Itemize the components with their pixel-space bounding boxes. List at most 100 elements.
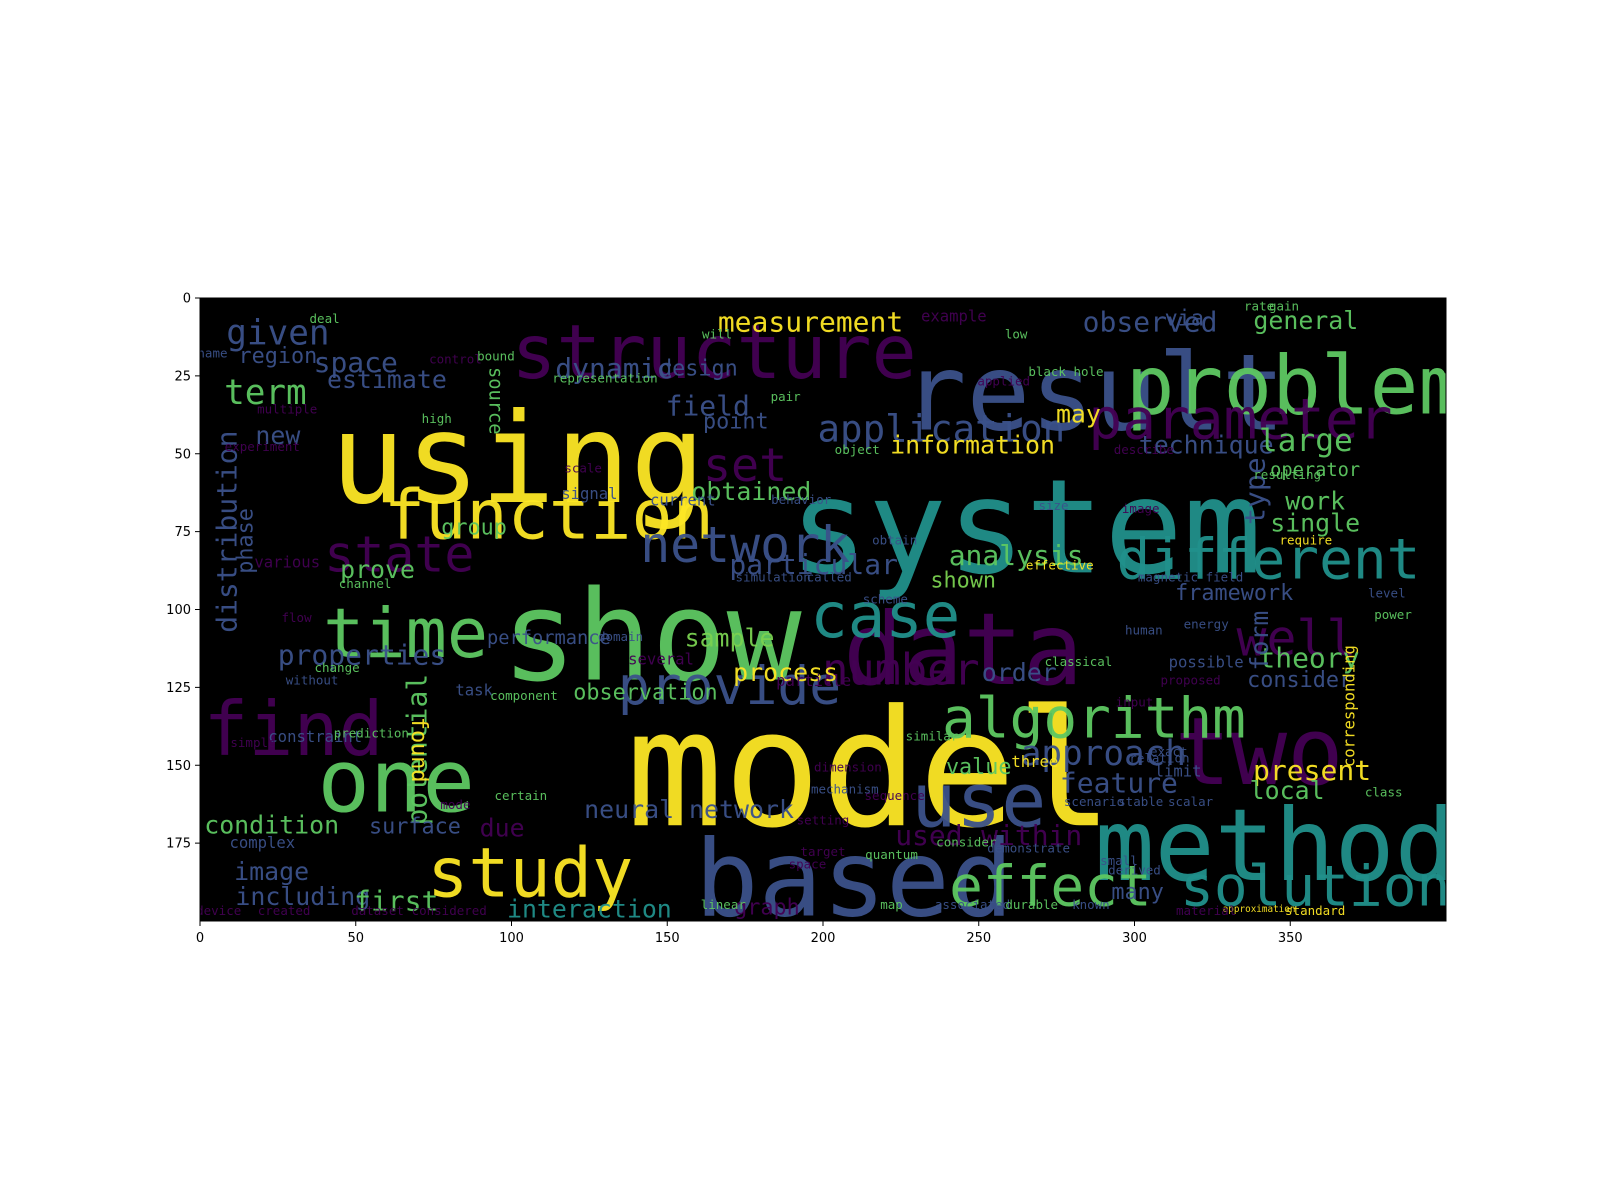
- y-tick-label: 175: [166, 837, 191, 852]
- word-sequence: sequence: [865, 788, 925, 803]
- word-region: region: [239, 344, 318, 369]
- word-scale: scale: [564, 461, 602, 476]
- word-consider: consider: [936, 834, 997, 849]
- word-sample: sample: [685, 624, 775, 653]
- word-use: use: [911, 758, 1046, 845]
- word-class: class: [1365, 785, 1403, 800]
- word-human: human: [1125, 623, 1163, 638]
- word-system: system: [789, 451, 1261, 603]
- word-surface: surface: [369, 814, 461, 839]
- word-one: one: [318, 730, 475, 832]
- word-may: may: [1056, 399, 1101, 428]
- word-channel: channel: [339, 576, 392, 591]
- word-via: via: [1165, 307, 1204, 332]
- word-signal: signal: [561, 485, 617, 503]
- word-structure: structure: [511, 309, 916, 396]
- word-well: well: [1237, 610, 1357, 668]
- word-design: design: [659, 357, 738, 382]
- word-obtain: obtain: [872, 532, 917, 547]
- word-representation: representation: [552, 370, 657, 385]
- word-object: object: [835, 442, 880, 457]
- word-simple: simple: [230, 735, 275, 750]
- word-pair: pair: [771, 389, 802, 404]
- word-applied: applied: [977, 373, 1030, 388]
- word-mode: mode: [440, 797, 470, 812]
- word-approach: approach: [1021, 734, 1186, 774]
- word-approximation: approximation: [1223, 904, 1296, 915]
- word-scalar: scalar: [1168, 794, 1214, 809]
- word-potential: potential: [400, 674, 433, 826]
- word-distribution: distribution: [210, 430, 243, 632]
- word-new: new: [255, 421, 300, 450]
- word-current: current: [650, 491, 716, 509]
- word-particular: particular: [729, 548, 898, 581]
- y-axis: 0 25 50 75 100 125 150 175: [166, 292, 200, 852]
- word-proposed: proposed: [1160, 673, 1220, 688]
- word-show: show: [502, 565, 803, 710]
- word-consider: consider: [1247, 668, 1352, 693]
- word-application: application: [818, 406, 1066, 450]
- word-algorithm: algorithm: [942, 687, 1246, 752]
- word-input: input: [1116, 694, 1154, 709]
- word-power: power: [1374, 607, 1412, 622]
- word-process: process: [733, 658, 838, 687]
- word-low: low: [1005, 327, 1028, 342]
- word-device: device: [196, 903, 241, 918]
- word-point: point: [703, 409, 769, 434]
- x-tick-label: 50: [347, 931, 364, 946]
- word-scenario: scenario: [1064, 794, 1124, 809]
- word-term: term: [224, 373, 307, 413]
- word-interaction: interaction: [507, 895, 672, 924]
- word-experiment: experiment: [225, 439, 300, 454]
- word-feature: feature: [1060, 766, 1178, 799]
- word-energy: energy: [1184, 616, 1230, 631]
- x-tick-label: 250: [966, 931, 991, 946]
- y-tick-label: 100: [166, 603, 191, 618]
- word-size: size: [1038, 498, 1068, 513]
- word-method: method: [1095, 787, 1455, 904]
- word-similar: similar: [906, 729, 959, 744]
- word-dataset: dataset: [351, 903, 404, 918]
- word-stable: stable: [1118, 794, 1163, 809]
- word-magnetic-field: magnetic field: [1138, 570, 1243, 585]
- word-condition: condition: [204, 810, 339, 839]
- word-operator: operator: [1270, 460, 1360, 481]
- word-space: space: [314, 346, 398, 379]
- word-small: small: [1100, 853, 1138, 868]
- word-describe: describe: [1114, 442, 1174, 457]
- word-based: based: [695, 817, 1014, 940]
- word-known: known: [1072, 897, 1110, 912]
- word-provide: provide: [618, 656, 841, 717]
- word-possible: possible: [1169, 653, 1244, 671]
- word-observed: observed: [1083, 305, 1218, 338]
- y-tick-label: 25: [174, 369, 191, 384]
- word-set: set: [703, 439, 787, 493]
- word-scheme: scheme: [863, 592, 908, 607]
- word-three: three: [1011, 753, 1058, 771]
- word-level: level: [1368, 585, 1406, 600]
- x-axis: 0 50 100 150 200 250 300 350: [196, 921, 1303, 946]
- word-measurement: measurement: [718, 305, 903, 338]
- word-will: will: [702, 327, 732, 342]
- word-field: field: [666, 389, 750, 422]
- word-created: created: [258, 903, 311, 918]
- word-parameter: parameter: [1088, 387, 1392, 452]
- word-example: example: [921, 308, 987, 326]
- word-several: several: [628, 650, 694, 668]
- word-corresponding: corresponding: [1340, 645, 1358, 767]
- word-including: including: [235, 882, 370, 911]
- y-tick-label: 50: [174, 447, 191, 462]
- word-dimension: dimension: [814, 760, 882, 775]
- y-tick-label: 150: [166, 759, 191, 774]
- word-value: value: [946, 755, 1012, 780]
- word-domain: domain: [598, 629, 643, 644]
- word-limit: limit: [1155, 762, 1202, 780]
- x-tick-label: 350: [1278, 931, 1303, 946]
- word-estimate: estimate: [327, 365, 447, 394]
- word-image: image: [1122, 501, 1160, 516]
- word-find: find: [203, 686, 383, 773]
- word-task: task: [455, 681, 493, 699]
- word-target: target: [800, 844, 845, 859]
- word-image: image: [234, 857, 309, 886]
